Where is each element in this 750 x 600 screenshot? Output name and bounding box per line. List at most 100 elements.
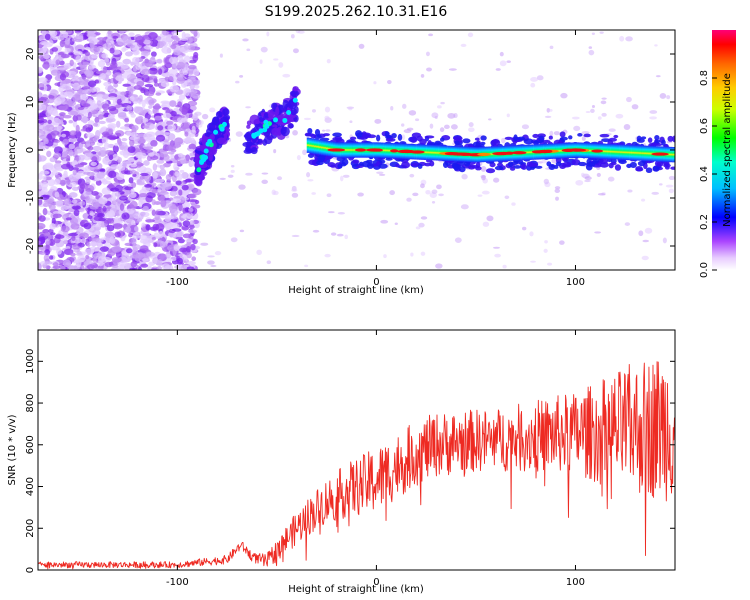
spectrogram-noise-cell: [39, 170, 50, 175]
spectrogram-haze-cell: [324, 115, 330, 120]
spectrogram-noise-cell: [165, 251, 172, 259]
spectrogram-noise-cell: [155, 92, 162, 96]
spectrogram-band-edge: [509, 167, 516, 171]
spectrogram-band-core: [633, 145, 637, 161]
spectrogram-noise-cell: [85, 178, 91, 185]
spectrogram-band-edge: [613, 134, 619, 139]
spectrogram-haze-cell: [588, 49, 595, 56]
spectrogram-haze-cell: [555, 196, 559, 201]
spectrogram-noise-cell: [169, 85, 180, 93]
spectrogram-noise-cell: [187, 100, 198, 107]
spectrogram-band-core: [385, 142, 389, 159]
spectrogram-noise-cell: [38, 113, 47, 118]
spectrogram-haze-cell: [409, 173, 415, 178]
spectrogram-haze-cell: [326, 193, 332, 198]
spectrogram-noise-cell: [70, 134, 76, 139]
spectrogram-band-edge: [670, 166, 675, 170]
spectrogram-signal-cell: [278, 104, 285, 114]
spectrogram-noise-cell: [140, 263, 149, 268]
spectrogram-haze-cell: [374, 118, 382, 124]
spectrogram-noise-cell: [93, 87, 101, 92]
spectrogram-band-core: [433, 145, 436, 161]
spectrogram-noise-cell: [59, 73, 67, 81]
spectrogram-band-edge: [559, 131, 566, 138]
spectrogram-haze-cell: [230, 169, 235, 173]
spectrogram-noise-cell: [55, 59, 61, 66]
chart-title: S199.2025.262.10.31.E16: [265, 4, 448, 20]
spectrogram-noise-cell: [135, 63, 142, 70]
spectrogram-noise-cell: [79, 93, 89, 101]
spectrogram-noise-cell: [38, 222, 46, 230]
spectrogram-band-edge: [637, 160, 646, 167]
spectrogram-noise-cell: [104, 58, 110, 63]
spectrogram-haze-cell: [600, 100, 607, 105]
spectrogram-noise-cell: [159, 150, 169, 158]
spectrogram-haze-cell: [420, 183, 425, 189]
spectrogram-noise-cell: [38, 240, 41, 245]
spectrogram-haze-cell: [344, 234, 348, 240]
spectrogram-band-core: [645, 145, 649, 162]
spectrogram-band-core: [352, 142, 355, 158]
spectrogram-noise-cell: [138, 116, 144, 120]
spectrogram-noise-cell: [125, 248, 133, 254]
spectrogram-haze-cell: [495, 68, 501, 71]
spectrogram-noise-cell: [108, 103, 116, 107]
spectrogram-haze-cell: [420, 216, 428, 220]
spectrogram-haze-cell: [543, 248, 548, 253]
spectrogram-haze-cell: [230, 165, 235, 168]
spectrogram-haze-cell: [585, 110, 591, 114]
spectrogram-band-edge: [349, 136, 357, 141]
spectrogram-band-edge: [397, 133, 403, 141]
spectrogram-noise-cell: [134, 106, 144, 114]
spectrogram-haze-cell: [654, 44, 658, 47]
spectrogram-band-core: [617, 144, 620, 160]
spectrogram-noise-cell: [190, 243, 196, 251]
spectrogram-noise-cell: [128, 238, 133, 244]
spectrogram-noise-cell: [124, 117, 130, 123]
spectrogram-noise-cell: [97, 260, 104, 267]
spectrogram-y-tick-label: -10: [25, 190, 36, 206]
spectrogram-noise-cell: [109, 47, 115, 54]
spectrogram-noise-cell: [187, 229, 198, 234]
spectrogram-noise-cell: [139, 211, 146, 216]
spectrogram-haze-cell: [207, 255, 215, 258]
spectrogram-band-edge: [555, 161, 562, 166]
spectrogram-signal-cell: [275, 106, 280, 116]
spectrogram-haze-cell: [201, 113, 209, 120]
spectrogram-haze-cell: [591, 32, 595, 36]
spectrogram-band-core: [622, 144, 625, 160]
spectrogram-haze-cell: [536, 75, 544, 81]
spectrogram-noise-cell: [165, 173, 172, 181]
spectrogram-noise-cell: [129, 136, 138, 140]
spectrogram-noise-cell: [140, 172, 149, 177]
spectrogram-band-core: [624, 144, 628, 161]
spectrogram-haze-cell: [494, 253, 501, 258]
spectrogram-noise-cell: [38, 141, 44, 148]
spectrogram-noise-cell: [144, 183, 152, 188]
spectrogram-band-edge: [491, 138, 501, 146]
spectrogram-noise-cell: [155, 210, 160, 216]
spectrogram-noise-cell: [149, 123, 156, 130]
spectrogram-haze-cell: [387, 79, 392, 85]
snr-y-tick-label: 200: [25, 519, 36, 538]
snr-panel: -100 0 100 0 200 400 600 800 1000 Height of str…: [7, 329, 676, 595]
spectrogram-noise-cell: [154, 213, 160, 221]
spectrogram-noise-cell: [81, 86, 91, 90]
spectrogram-noise-cell: [141, 68, 151, 76]
spectrogram-noise-cell: [114, 191, 121, 197]
spectrogram-haze-cell: [448, 68, 457, 71]
spectrogram-noise-cell: [71, 186, 80, 191]
spectrogram-noise-cell: [132, 173, 137, 177]
spectrogram-noise-cell: [143, 45, 154, 50]
spectrogram-noise-cell: [176, 161, 181, 166]
spectrogram-noise-cell: [177, 257, 183, 265]
spectrogram-haze-cell: [607, 176, 615, 182]
spectrogram-band-core: [614, 144, 618, 160]
spectrogram-noise-cell: [71, 205, 81, 210]
spectrogram-noise-cell: [186, 183, 195, 191]
spectrogram-haze-cell: [349, 120, 353, 124]
spectrogram-noise-cell: [75, 55, 82, 63]
spectrogram-noise-cell: [142, 239, 148, 244]
spectrogram-noise-cell: [110, 187, 120, 192]
spectrogram-noise-cell: [177, 61, 186, 70]
